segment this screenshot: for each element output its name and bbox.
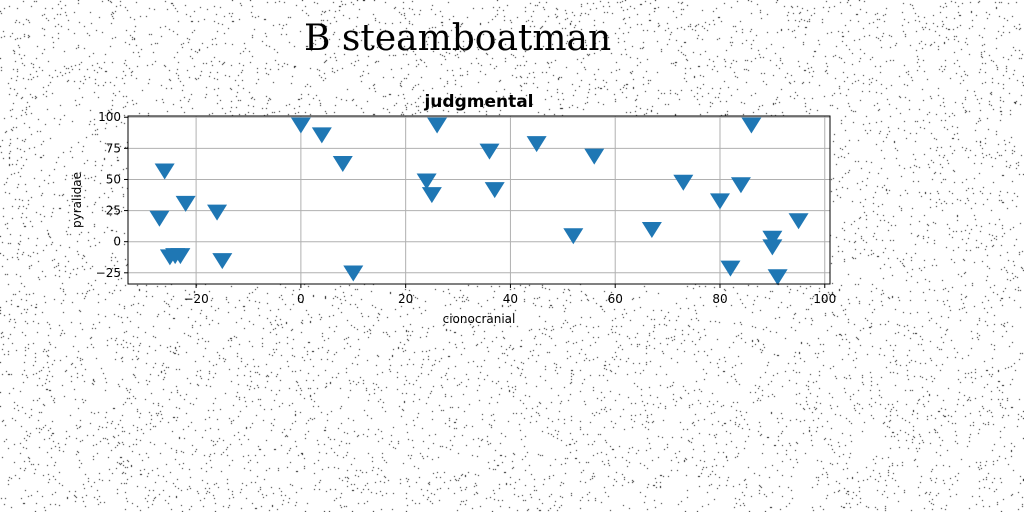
axis-ticks: −20 0 20 40 60 80 100 −25 0 25 50 75 100 [96,110,837,306]
scatter-point [788,213,809,230]
x-tick-label: 0 [297,292,305,306]
y-tick-label: 0 [113,235,121,249]
scatter-point [149,210,170,227]
x-tick-label: 60 [608,292,623,306]
y-tick-label: 25 [106,204,121,218]
scatter-point [641,222,662,238]
scatter-point [767,269,788,286]
y-tick-label: −25 [96,266,121,280]
x-tick-label: 40 [503,292,518,306]
grid-lines [128,116,830,284]
page-title: B steamboatman [304,18,612,59]
scatter-point [154,163,175,180]
scatter-point [730,177,751,194]
y-tick-label: 75 [106,141,121,155]
scatter-point [720,260,741,277]
y-tick-label: 100 [98,110,121,124]
scatter-point [584,148,605,165]
scatter-point [427,117,448,134]
plot-frame [127,115,831,285]
scatter-point [343,265,364,282]
scatter-point [479,143,500,160]
scatter-point [311,127,332,144]
plot-background [128,116,830,284]
x-tick-label: 20 [398,292,413,306]
scatter-point [709,193,730,210]
scatter-point [741,117,762,134]
x-axis-label: cionocranial [443,312,516,326]
scatter-point [290,117,311,134]
scatter-point [526,136,547,153]
scatter-point [207,204,228,221]
y-tick-label: 50 [106,172,121,186]
scatter-point [673,174,694,191]
chart-title: judgmental [423,92,533,112]
data-markers [149,117,809,286]
y-axis-label: pyralidae [70,172,84,228]
scatter-point [563,228,584,245]
x-tick-label: 80 [712,292,727,306]
x-tick-label: −20 [183,292,208,306]
scatter-point [762,230,783,247]
scatter-point [762,239,783,256]
scatter-point [416,173,437,190]
scatter-point [484,182,505,199]
scatter-point [332,156,353,173]
x-tick-label: 100 [813,292,836,306]
scatter-point [421,187,442,204]
scatter-point [175,195,196,212]
scatter-point [212,253,233,270]
scatter-point [170,248,191,265]
